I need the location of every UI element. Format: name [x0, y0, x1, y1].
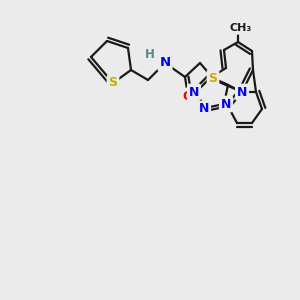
Text: S: S: [109, 76, 118, 89]
Text: N: N: [199, 103, 209, 116]
Text: S: S: [208, 71, 217, 85]
Text: N: N: [237, 85, 247, 98]
Text: O: O: [183, 89, 193, 103]
Text: CH₃: CH₃: [230, 23, 252, 33]
Text: N: N: [189, 85, 199, 98]
Text: N: N: [159, 56, 171, 70]
Text: N: N: [221, 98, 231, 110]
Text: H: H: [145, 47, 155, 61]
